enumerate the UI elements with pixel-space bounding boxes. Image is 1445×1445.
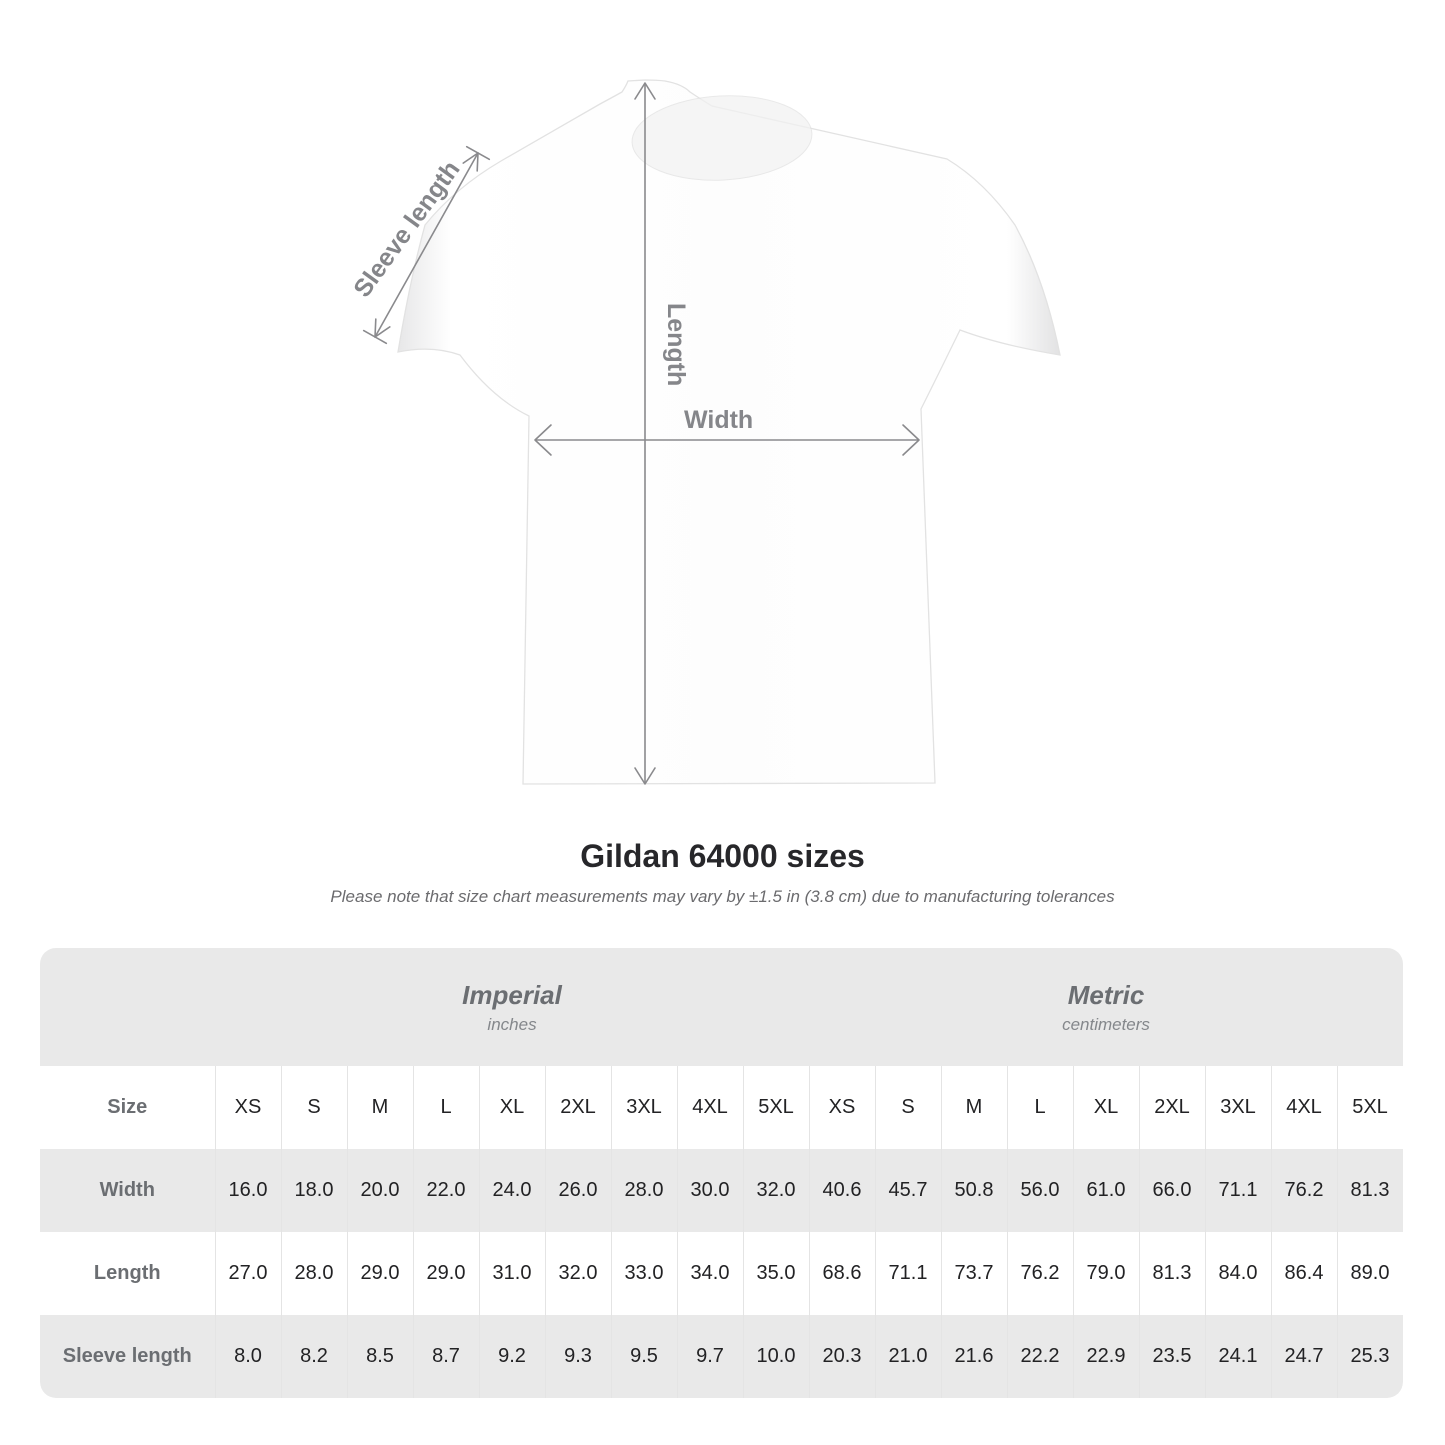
svg-text:Length: Length (662, 303, 690, 386)
svg-text:Width: Width (684, 406, 753, 434)
